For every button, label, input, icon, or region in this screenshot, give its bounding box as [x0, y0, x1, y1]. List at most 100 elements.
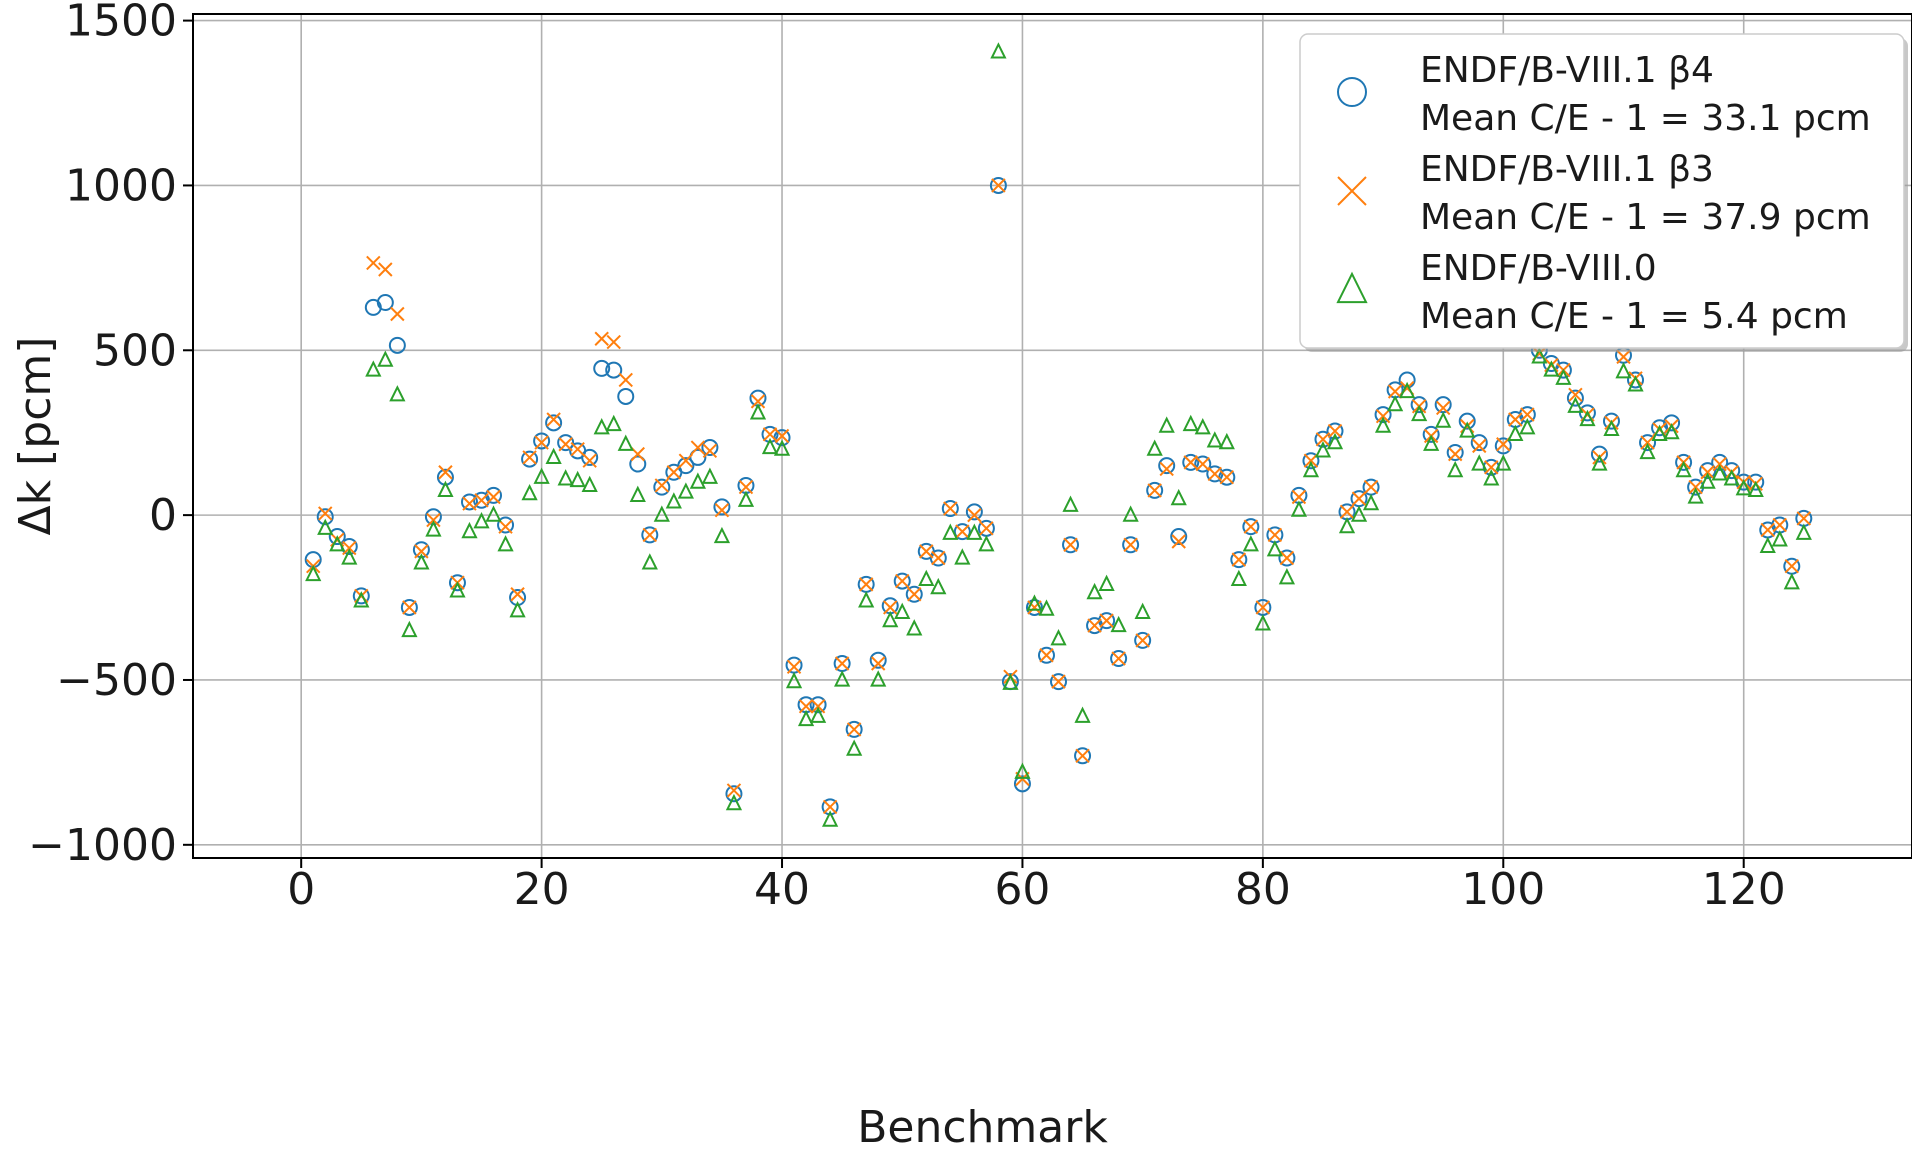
data-point-circle: [1326, 422, 1344, 440]
data-point-triangle: [858, 591, 875, 608]
data-point-circle: [1170, 528, 1188, 546]
data-point-triangle: [545, 447, 562, 465]
series-triangle-points: [305, 42, 1812, 827]
data-point-triangle: [317, 518, 334, 535]
data-point-triangle: [821, 810, 839, 827]
data-point-x: [1315, 432, 1331, 447]
data-point-circle: [1230, 551, 1248, 569]
data-point-circle: [809, 696, 827, 714]
data-point-triangle: [1495, 454, 1512, 471]
data-point-triangle: [906, 619, 923, 636]
data-point-triangle: [882, 610, 899, 628]
data-point-circle: [521, 450, 539, 468]
data-point-x: [690, 440, 706, 455]
data-point-circle: [1434, 396, 1452, 414]
data-point-x: [498, 519, 513, 534]
data-point-triangle: [1362, 493, 1380, 511]
data-point-circle: [1110, 650, 1128, 668]
data-point-circle: [1013, 775, 1031, 793]
data-point-triangle: [846, 739, 863, 756]
data-point-circle: [1122, 536, 1140, 554]
data-point-x: [943, 501, 958, 516]
y-tick-label: 1500: [65, 0, 177, 47]
y-tick-label: 500: [93, 325, 177, 376]
x-tick-label: 40: [754, 864, 810, 915]
data-point-triangle: [1519, 418, 1536, 435]
data-point-triangle: [894, 602, 911, 619]
y-tick-label: −500: [56, 655, 177, 706]
data-point-x: [991, 178, 1006, 193]
data-points: [304, 42, 1813, 827]
data-point-x: [402, 600, 417, 615]
data-point-triangle: [1639, 442, 1656, 460]
data-point-triangle: [1242, 535, 1259, 552]
data-point-x: [1339, 504, 1355, 520]
data-point-x: [678, 453, 694, 468]
data-point-x: [1784, 559, 1799, 574]
data-point-triangle: [1507, 424, 1524, 441]
data-point-x: [1796, 511, 1812, 526]
data-point-circle: [1566, 389, 1584, 407]
data-point-triangle: [1290, 500, 1308, 517]
data-point-triangle: [713, 526, 731, 544]
data-point-circle: [701, 439, 719, 457]
data-point-x: [582, 453, 597, 468]
data-point-triangle: [1182, 414, 1199, 432]
data-point-x: [1568, 387, 1583, 402]
data-point-triangle: [809, 706, 827, 723]
data-point-triangle: [1122, 505, 1139, 522]
data-point-circle: [953, 523, 971, 541]
data-point-circle: [641, 526, 659, 544]
data-point-triangle: [1615, 361, 1632, 379]
data-point-triangle: [425, 520, 442, 537]
data-point-x: [522, 450, 537, 465]
data-point-x: [1027, 600, 1042, 615]
data-point-circle: [617, 387, 635, 405]
data-point-x: [726, 783, 742, 798]
data-point-triangle: [1663, 422, 1680, 440]
data-point-x: [1700, 465, 1715, 480]
data-point-circle: [376, 293, 394, 311]
data-point-triangle: [509, 601, 526, 618]
data-point-x: [618, 372, 633, 388]
data-point-x: [438, 465, 453, 480]
data-point-circle: [1699, 462, 1717, 480]
data-point-circle: [1314, 430, 1332, 448]
data-point-x: [798, 699, 814, 714]
data-point-x: [1712, 456, 1727, 472]
data-point-x: [1279, 550, 1295, 566]
data-point-triangle: [617, 434, 634, 451]
data-point-triangle: [497, 535, 514, 552]
data-point-triangle: [689, 472, 706, 489]
legend-series-name: ENDF/B-VIII.0: [1420, 248, 1657, 289]
data-point-triangle: [1206, 431, 1223, 448]
data-point-x: [1435, 400, 1451, 416]
data-point-x: [1255, 600, 1271, 615]
data-point-triangle: [1278, 568, 1296, 585]
data-point-x: [534, 435, 549, 450]
data-point-x: [1051, 674, 1066, 689]
data-point-triangle: [521, 483, 538, 501]
data-point-triangle: [341, 548, 358, 565]
data-point-triangle: [1783, 572, 1800, 590]
data-point-triangle: [629, 485, 646, 502]
data-point-circle: [1458, 412, 1476, 430]
legend-box: [1299, 33, 1905, 349]
x-tick-label: 120: [1702, 864, 1786, 915]
data-point-x: [1063, 537, 1078, 553]
data-point-triangle: [1302, 460, 1320, 478]
data-point-circle: [629, 455, 647, 473]
data-point-x: [558, 437, 573, 452]
data-point-triangle: [605, 414, 622, 432]
data-point-circle: [1278, 549, 1296, 567]
data-point-x: [1147, 483, 1162, 498]
data-point-triangle: [1026, 594, 1043, 611]
data-point-circle: [400, 598, 418, 616]
data-point-circle: [1050, 673, 1068, 691]
legend-series-name: ENDF/B-VIII.1 β3: [1420, 149, 1714, 190]
data-point-x: [1267, 527, 1283, 543]
data-point-x: [1447, 446, 1463, 462]
data-point-triangle: [1531, 347, 1548, 364]
data-point-x: [1075, 748, 1090, 764]
data-point-circle: [1374, 406, 1392, 424]
